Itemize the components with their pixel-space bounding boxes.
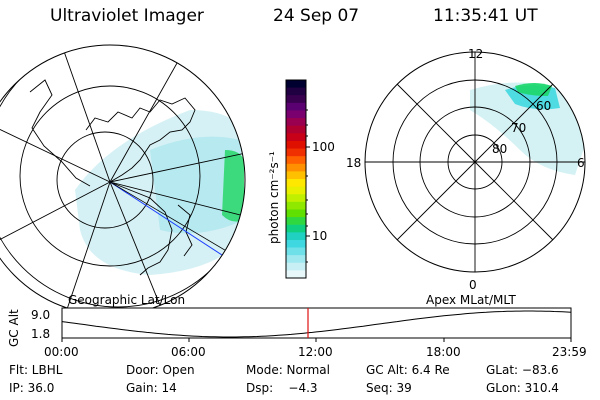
colorbar-segment: [286, 194, 306, 203]
left-panel-label: Geographic Lat/Lon: [68, 293, 186, 307]
colorbar-segment: [286, 133, 306, 142]
uv-emission-polar: [470, 82, 585, 175]
colorbar-segment: [286, 224, 306, 233]
colorbar-segment: [286, 201, 306, 211]
colorbar-segment: [286, 209, 306, 218]
mlt-label-18: 18: [346, 156, 361, 170]
apex-polar-map: [364, 51, 586, 273]
observation-time: 11:35:41 UT: [433, 6, 538, 26]
colorbar-segment: [286, 118, 306, 127]
altitude-plot: [61, 307, 572, 342]
uv-emission-inner: [150, 136, 244, 234]
colorbar-segment: [286, 110, 306, 119]
info-glon: GLon: 310.4: [486, 381, 559, 395]
colorbar-segment: [286, 255, 306, 264]
info-glat: GLat: −83.6: [486, 363, 559, 377]
right-panel-label: Apex MLat/MLT: [426, 293, 516, 307]
colorbar-segment: [286, 163, 306, 172]
colorbar-segment: [286, 262, 306, 271]
mlt-label-0: 0: [469, 278, 477, 292]
mlt-label-6: 6: [577, 156, 585, 170]
colorbar-segment: [286, 217, 306, 226]
coastline-north: [85, 97, 196, 183]
colorbar-tick-10: 10: [312, 229, 327, 243]
colorbar-segment: [286, 140, 306, 150]
time-label-1200: 12:00: [298, 345, 333, 359]
colorbar-ticks: [306, 109, 310, 263]
colorbar-segment: [286, 102, 306, 112]
colorbar-segment: [286, 87, 306, 96]
info-mode: Mode: Normal: [246, 363, 330, 377]
uv-emission-bright: [222, 150, 244, 222]
info-gc-alt: GC Alt: 6.4 Re: [366, 363, 450, 377]
colorbar-segment: [286, 247, 306, 256]
info-gain: Gain: 14: [126, 381, 177, 395]
colorbar-segment: [286, 95, 306, 104]
observation-date: 24 Sep 07: [273, 6, 360, 26]
colorbar-segment: [286, 239, 306, 249]
alt-plot-ymax: 9.0: [31, 308, 50, 322]
colorbar-segment: [286, 80, 306, 89]
colorbar-unit-label: photon cm⁻²s⁻¹: [267, 151, 281, 244]
time-label-2359: 23:59: [552, 345, 587, 359]
altitude-curve: [62, 310, 571, 338]
coastline-west: [29, 79, 91, 187]
colorbar-segment: [286, 270, 306, 279]
time-label-1800: 18:00: [426, 345, 461, 359]
colorbar-segment: [286, 179, 306, 188]
coastline-east: [109, 181, 173, 276]
time-label-0000: 00:00: [44, 345, 79, 359]
mlat-label-80: 80: [492, 142, 507, 156]
colorbar-segment: [286, 125, 306, 134]
colorbar-tick-100: 100: [312, 140, 335, 154]
alt-plot-ylabel: GC Alt: [7, 309, 21, 347]
info-door: Door: Open: [126, 363, 195, 377]
mlat-label-70: 70: [511, 121, 526, 135]
colorbar: [286, 80, 306, 279]
alt-plot-ymin: 1.8: [31, 327, 50, 341]
time-label-0600: 06:00: [171, 345, 206, 359]
info-ip: IP: 36.0: [9, 381, 55, 395]
info-seq: Seq: 39: [366, 381, 412, 395]
colorbar-segment: [286, 232, 306, 241]
mlat-label-60: 60: [536, 99, 551, 113]
instrument-title: Ultraviolet Imager: [50, 6, 204, 26]
info-dsp: Dsp: −4.3: [246, 381, 318, 395]
info-filter: Flt: LBHL: [9, 363, 63, 377]
colorbar-segment: [286, 148, 306, 157]
mlt-label-12: 12: [468, 47, 483, 61]
geographic-map: [0, 44, 246, 316]
colorbar-segment: [286, 156, 306, 165]
colorbar-segment: [286, 186, 306, 195]
uv-emission-polar-bright: [515, 83, 552, 96]
colorbar-segment: [286, 171, 306, 180]
